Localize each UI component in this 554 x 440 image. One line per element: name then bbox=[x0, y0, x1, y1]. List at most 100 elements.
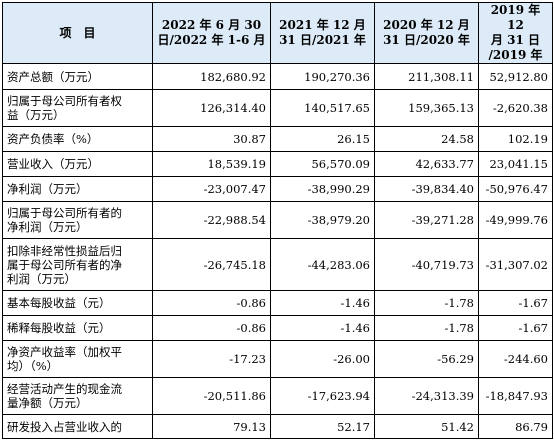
row-label: 基本每股收益（元） bbox=[2, 290, 153, 316]
cell-value: -38,979.20 bbox=[270, 201, 375, 239]
row-label-line: 利润（万元） bbox=[7, 271, 76, 286]
header-2019: 2019 年 12 月 31 日 /2019 年 bbox=[478, 2, 553, 64]
cell-value: -39,271.28 bbox=[374, 201, 479, 239]
cell-value: -40,719.73 bbox=[374, 238, 479, 291]
row-label-line: 属于母公司所有者的净 bbox=[7, 257, 122, 272]
cell-value: -49,999.76 bbox=[478, 201, 553, 239]
row-label: 扣除非经常性损益后归 属于母公司所有者的净 利润（万元） bbox=[2, 238, 153, 291]
row-label: 资产负债率（%） bbox=[2, 126, 153, 152]
row-label: 资产总额（万元） bbox=[2, 63, 153, 90]
table-row: 研发投入占营业收入的 79.13 52.17 51.42 86.79 bbox=[2, 414, 553, 439]
cell-value: 23,041.15 bbox=[478, 151, 553, 177]
row-label: 经营活动产生的现金流 量净额（万元） bbox=[2, 377, 153, 415]
header-line: 2021 年 12 月 bbox=[279, 18, 366, 32]
header-line: 31 日/2021 年 bbox=[279, 33, 366, 47]
header-line: 2019 年 12 bbox=[490, 3, 541, 33]
row-label-line: 资产总额（万元） bbox=[7, 69, 99, 84]
cell-value: -1.78 bbox=[374, 315, 479, 341]
table-row: 归属于母公司所有者权 益（万元） 126,314.40 140,517.65 1… bbox=[2, 89, 553, 127]
cell-value: 52,912.80 bbox=[478, 63, 553, 90]
cell-value: -38,990.29 bbox=[270, 176, 375, 202]
row-label-line: 量净额（万元） bbox=[7, 396, 88, 410]
table-row: 扣除非经常性损益后归 属于母公司所有者的净 利润（万元） -26,745.18 … bbox=[2, 238, 553, 291]
cell-value: 56,570.09 bbox=[270, 151, 375, 177]
cell-value: 126,314.40 bbox=[152, 89, 271, 127]
cell-value: -1.46 bbox=[270, 290, 375, 316]
cell-value: 26.15 bbox=[270, 126, 375, 152]
header-2020: 2020 年 12 月 31 日/2020 年 bbox=[374, 2, 479, 64]
row-label-line: 基本每股收益（元） bbox=[7, 296, 111, 310]
cell-value: -2,620.38 bbox=[478, 89, 553, 127]
row-label: 净利润（万元） bbox=[2, 176, 153, 202]
cell-value: 52.17 bbox=[270, 414, 375, 439]
header-line: 日/2022 年 1-6 月 bbox=[157, 33, 266, 47]
cell-value: -22,988.54 bbox=[152, 201, 271, 239]
cell-value: -1.67 bbox=[478, 290, 553, 316]
header-line: 31 日/2020 年 bbox=[383, 33, 470, 47]
cell-value: 159,365.13 bbox=[374, 89, 479, 127]
row-label-line: 归属于母公司所有者的 bbox=[7, 206, 122, 220]
header-row: 项 目 2022 年 6 月 30 日/2022 年 1-6 月 2021 年 … bbox=[2, 2, 553, 64]
cell-value: -56.29 bbox=[374, 340, 479, 378]
row-label: 净资产收益率（加权平 均）（%） bbox=[2, 340, 153, 378]
header-2022h1: 2022 年 6 月 30 日/2022 年 1-6 月 bbox=[152, 2, 271, 64]
cell-value: -244.60 bbox=[478, 340, 553, 378]
table-row: 资产负债率（%） 30.87 26.15 24.58 102.19 bbox=[2, 126, 553, 152]
table-row: 归属于母公司所有者的 净利润（万元） -22,988.54 -38,979.20… bbox=[2, 201, 553, 239]
row-label-line: 净资产收益率（加权平 bbox=[7, 345, 122, 359]
header-line: 2022 年 6 月 30 bbox=[161, 18, 262, 32]
cell-value: -0.86 bbox=[152, 290, 271, 316]
row-label-line: 扣除非经常性损益后归 bbox=[7, 243, 122, 258]
cell-value: -50,976.47 bbox=[478, 176, 553, 202]
cell-value: -17,623.94 bbox=[270, 377, 375, 415]
cell-value: -24,313.39 bbox=[374, 377, 479, 415]
cell-value: -23,007.47 bbox=[152, 176, 271, 202]
row-label-line: 研发投入占营业收入的 bbox=[7, 419, 122, 434]
cell-value: -0.86 bbox=[152, 315, 271, 341]
row-label-line: 经营活动产生的现金流 bbox=[7, 382, 122, 396]
table-row: 资产总额（万元） 182,680.92 190,270.36 211,308.1… bbox=[2, 63, 553, 90]
cell-value: 190,270.36 bbox=[270, 63, 375, 90]
row-label-line: 归属于母公司所有者权 bbox=[7, 94, 122, 108]
cell-value: -17.23 bbox=[152, 340, 271, 378]
row-label: 营业收入（万元） bbox=[2, 151, 153, 177]
row-label-line: 资产负债率（%） bbox=[7, 132, 99, 146]
header-line: 2020 年 12 月 bbox=[383, 18, 470, 32]
cell-value: 24.58 bbox=[374, 126, 479, 152]
cell-value: -26.00 bbox=[270, 340, 375, 378]
cell-value: -44,283.06 bbox=[270, 238, 375, 291]
row-label-line: 益（万元） bbox=[7, 108, 65, 122]
cell-value: 211,308.11 bbox=[374, 63, 479, 90]
cell-value: -20,511.86 bbox=[152, 377, 271, 415]
row-label-line: 稀释每股收益（元） bbox=[7, 321, 111, 335]
row-label: 研发投入占营业收入的 bbox=[2, 414, 153, 439]
row-label-line: 净利润（万元） bbox=[7, 182, 88, 196]
header-item-line: 项 目 bbox=[59, 25, 96, 40]
table-row: 经营活动产生的现金流 量净额（万元） -20,511.86 -17,623.94… bbox=[2, 377, 553, 415]
row-label: 稀释每股收益（元） bbox=[2, 315, 153, 341]
cell-value: 140,517.65 bbox=[270, 89, 375, 127]
header-line: /2019 年 bbox=[488, 48, 543, 62]
cell-value: 51.42 bbox=[374, 414, 479, 439]
cell-value: 86.79 bbox=[478, 414, 553, 439]
table-row: 基本每股收益（元） -0.86 -1.46 -1.78 -1.67 bbox=[2, 290, 553, 316]
row-label-line: 均）（%） bbox=[7, 359, 59, 373]
cell-value: 79.13 bbox=[152, 414, 271, 439]
cell-value: -1.67 bbox=[478, 315, 553, 341]
cell-value: 42,633.77 bbox=[374, 151, 479, 177]
header-item: 项 目 bbox=[2, 2, 153, 64]
table-row: 营业收入（万元） 18,539.19 56,570.09 42,633.77 2… bbox=[2, 151, 553, 177]
row-label: 归属于母公司所有者权 益（万元） bbox=[2, 89, 153, 127]
cell-value: -39,834.40 bbox=[374, 176, 479, 202]
header-line: 月 31 日 bbox=[490, 33, 541, 47]
cell-value: -26,745.18 bbox=[152, 238, 271, 291]
cell-value: -1.46 bbox=[270, 315, 375, 341]
table-row: 净利润（万元） -23,007.47 -38,990.29 -39,834.40… bbox=[2, 176, 553, 202]
row-label-line: 营业收入（万元） bbox=[7, 157, 99, 171]
cell-value: -18,847.93 bbox=[478, 377, 553, 415]
row-label-line: 净利润（万元） bbox=[7, 220, 88, 234]
cell-value: 30.87 bbox=[152, 126, 271, 152]
cell-value: -31,307.02 bbox=[478, 238, 553, 291]
